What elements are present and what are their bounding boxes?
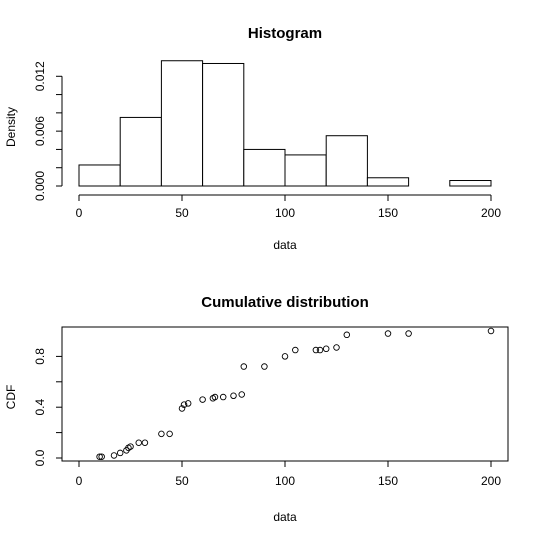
cdf-x-tick-label: 50 [175,474,189,488]
cdf-y-tick-label: 0.0 [33,449,47,466]
cdf-point [96,453,103,460]
cdf-point [316,346,324,354]
cdf-plot-box [61,326,509,462]
cdf-y-tick-label: 0.4 [33,399,47,416]
histogram-y-label: Density [4,107,18,147]
cdf-point [333,344,340,351]
cdf-x-tick-label: 0 [76,474,83,488]
histogram-bar [243,148,286,187]
histogram-bar [202,62,245,187]
cdf-point [322,345,330,353]
histogram-x-tick-label: 50 [175,206,189,220]
cdf-point [238,391,245,398]
cdf-point [98,453,105,460]
cdf-point [405,330,412,337]
cdf-point [110,452,118,459]
cdf-point [281,353,289,360]
cdf-y-tick-label: 0.8 [33,348,47,365]
histogram-x-tick-label: 200 [481,206,501,220]
cdf-point [199,396,206,403]
histogram-bar [366,177,410,187]
cdf-point [184,400,192,407]
histogram-bar [160,60,204,187]
histogram-bars [78,60,492,187]
histogram-x-tick-label: 0 [76,206,83,220]
histogram-x-tick-label: 100 [275,206,295,220]
cdf-point [166,430,173,438]
cdf-point [135,439,142,447]
histogram-y-tick-label: 0.000 [33,171,47,201]
cdf-point [261,363,268,370]
histogram-y-axis: 0.000 0.006 0.012 [33,61,63,201]
cdf-point [141,439,149,447]
cdf-point [116,449,124,457]
cdf-y-label: CDF [4,385,18,410]
histogram-y-tick-label: 0.006 [33,116,47,146]
histogram-y-tick-label: 0.012 [33,61,47,91]
cdf-point [240,363,248,370]
cdf-point [180,401,188,408]
histogram-bar [325,135,368,187]
cdf-point [312,346,320,354]
histogram-bar [284,154,327,187]
cdf-point [292,346,299,354]
cdf-x-tick-label: 100 [275,474,295,488]
histogram-x-label: data [273,238,297,252]
cdf-title: Cumulative distribution [201,294,369,311]
histogram-bar [119,116,162,187]
cdf-x-tick-label: 200 [481,474,501,488]
cdf-panel: Cumulative distribution 0 50 100 150 200 0.0… [4,294,509,524]
histogram-title: Histogram [248,25,322,42]
histogram-x-axis: 0 50 100 150 200 [76,194,501,220]
cdf-point [178,405,186,412]
cdf-point [487,327,495,335]
histogram-bar [449,180,492,187]
histogram-x-tick-label: 150 [378,206,398,220]
cdf-point [384,330,392,337]
cdf-point [343,331,351,339]
histogram-panel: Histogram data Density 0 50 100 150 200 0.00… [4,25,501,252]
cdf-point [211,393,219,401]
cdf-x-label: data [273,510,297,524]
cdf-y-axis: 0.0 0.4 0.8 [33,348,62,466]
cdf-point [219,393,227,401]
cdf-point [230,392,237,400]
cdf-point [127,443,134,450]
cdf-points [96,327,495,460]
cdf-point [158,430,165,438]
cdf-x-tick-label: 150 [378,474,398,488]
histogram-bar [78,164,121,187]
cdf-x-axis: 0 50 100 150 200 [76,460,501,488]
